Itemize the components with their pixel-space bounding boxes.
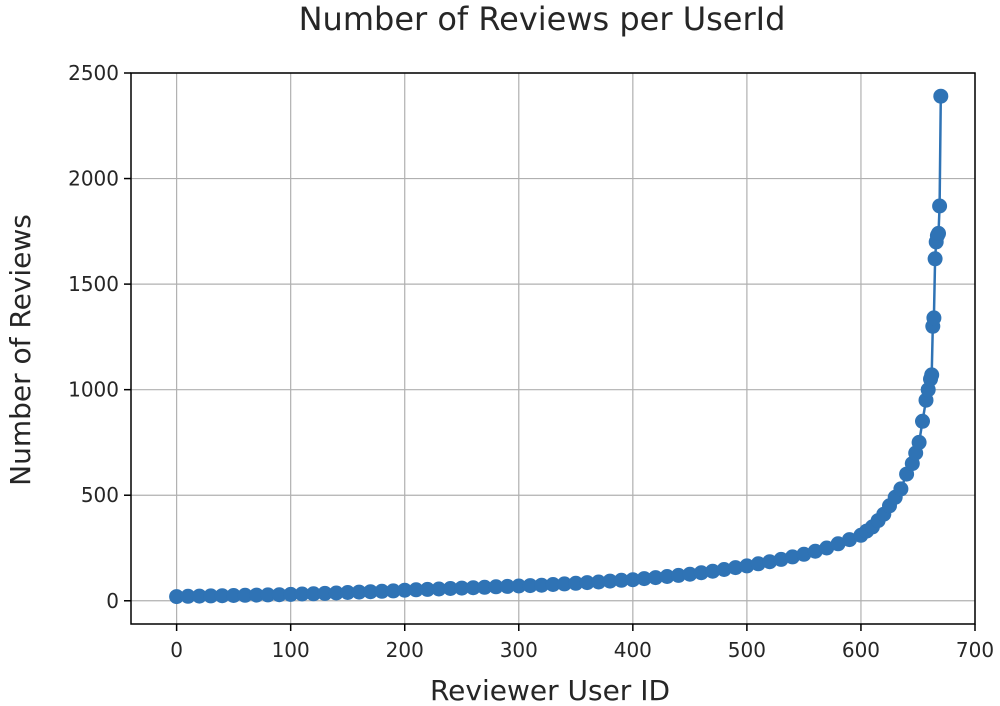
x-tick-label: 100 [272, 638, 310, 662]
data-point [260, 587, 276, 603]
x-tick-label: 500 [728, 638, 766, 662]
data-point [431, 581, 447, 597]
data-point [488, 579, 504, 595]
data-point [465, 580, 481, 596]
data-point [420, 581, 435, 597]
data-point [442, 581, 458, 596]
data-point [271, 587, 287, 603]
data-point [511, 578, 527, 594]
x-tick-label: 600 [842, 638, 880, 662]
chart-title: Number of Reviews per UserId [299, 0, 786, 38]
data-point [556, 576, 572, 592]
data-point [636, 571, 652, 587]
data-point [671, 567, 686, 583]
data-point [283, 586, 299, 602]
y-tick-label: 1000 [68, 378, 119, 402]
data-point [340, 585, 356, 600]
data-point [927, 251, 943, 267]
plot-frame [130, 72, 976, 625]
data-point [785, 549, 800, 565]
data-point [750, 556, 766, 572]
data-point [169, 589, 185, 605]
data-point [931, 225, 946, 241]
data-point [830, 536, 846, 552]
data-point [705, 563, 721, 579]
data-point [522, 578, 538, 594]
data-point [625, 572, 641, 588]
data-point [682, 566, 698, 582]
data-point [294, 586, 310, 602]
data-point [191, 588, 207, 604]
data-point [762, 554, 778, 570]
data-point [924, 367, 940, 383]
data-point [545, 577, 561, 592]
series-line-group [169, 88, 949, 605]
data-point [932, 198, 948, 214]
data-point [716, 562, 732, 577]
data-point [602, 573, 618, 589]
data-point [408, 582, 424, 598]
y-tick-label: 2000 [68, 167, 119, 191]
data-point [306, 586, 321, 602]
y-axis-label: Number of Reviews [4, 214, 37, 486]
data-point [317, 585, 333, 601]
data-point [842, 532, 857, 548]
data-point [579, 575, 595, 591]
data-point [648, 570, 664, 586]
x-tick-label: 0 [170, 638, 183, 662]
data-point [328, 585, 344, 601]
data-point [613, 572, 629, 588]
data-point [374, 583, 390, 599]
data-point [728, 560, 743, 576]
data-point [180, 588, 196, 604]
data-point [693, 565, 709, 581]
data-point [534, 577, 550, 593]
y-tick-label: 1500 [68, 272, 119, 296]
axis-ticks: 0 100 200 300 400 500 600 700 0 500 1000 1500 2000 25… [68, 61, 994, 662]
data-point [499, 578, 515, 594]
x-tick-label: 400 [614, 638, 652, 662]
data-point [226, 588, 242, 603]
data-point [477, 579, 493, 595]
data-point [796, 546, 812, 562]
x-tick-label: 300 [500, 638, 538, 662]
data-point [911, 434, 927, 450]
data-point [249, 587, 264, 603]
x-tick-label: 200 [386, 638, 424, 662]
data-point [659, 569, 675, 584]
data-point [214, 588, 230, 604]
data-point [739, 558, 755, 574]
data-point [351, 584, 367, 600]
data-point [237, 587, 253, 603]
data-point [385, 583, 401, 599]
data-point [363, 584, 378, 600]
data-point [915, 413, 930, 429]
data-point [568, 575, 584, 591]
y-tick-label: 2500 [68, 61, 119, 85]
data-point [203, 588, 219, 604]
data-point [807, 543, 823, 559]
data-point [591, 574, 607, 590]
data-point [773, 551, 789, 567]
data-point [397, 582, 413, 598]
x-axis-label: Reviewer User ID [430, 674, 670, 706]
y-tick-label: 0 [106, 589, 119, 613]
data-point [454, 580, 470, 596]
x-tick-label: 700 [956, 638, 994, 662]
y-tick-label: 500 [81, 483, 119, 507]
data-point [819, 540, 835, 556]
data-point [926, 310, 942, 326]
data-point [933, 88, 949, 104]
data-point [893, 481, 909, 497]
